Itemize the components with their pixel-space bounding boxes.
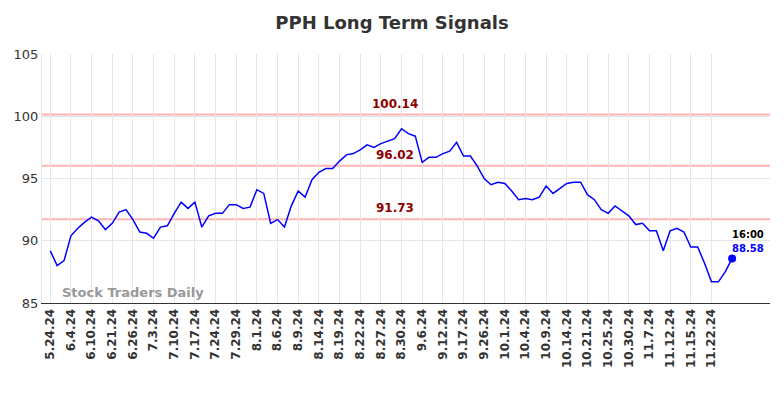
svg-text:5.24.24: 5.24.24: [43, 309, 57, 360]
svg-text:8.30.24: 8.30.24: [394, 309, 408, 360]
svg-text:88.58: 88.58: [732, 243, 764, 254]
svg-text:10.30.24: 10.30.24: [622, 309, 636, 368]
svg-text:9.17.24: 9.17.24: [456, 309, 470, 360]
svg-text:16:00: 16:00: [732, 229, 764, 240]
svg-text:11.22.24: 11.22.24: [704, 309, 718, 368]
svg-text:11.12.24: 11.12.24: [663, 309, 677, 368]
svg-text:8.6.24: 8.6.24: [270, 309, 284, 352]
svg-text:PPH Long Term Signals: PPH Long Term Signals: [275, 12, 508, 33]
svg-text:9.26.24: 9.26.24: [477, 309, 491, 360]
svg-text:105: 105: [14, 47, 39, 62]
svg-text:6.26.24: 6.26.24: [126, 309, 140, 360]
svg-text:10.1.24: 10.1.24: [498, 309, 512, 360]
svg-text:8.14.24: 8.14.24: [312, 309, 326, 360]
svg-text:10.21.24: 10.21.24: [580, 309, 594, 368]
svg-text:7.3.24: 7.3.24: [146, 309, 160, 352]
svg-text:95: 95: [22, 171, 39, 186]
svg-text:11.7.24: 11.7.24: [642, 309, 656, 360]
svg-text:Stock Traders Daily: Stock Traders Daily: [62, 285, 204, 300]
svg-text:6.10.24: 6.10.24: [84, 309, 98, 360]
svg-text:8.1.24: 8.1.24: [250, 309, 264, 352]
svg-text:8.9.24: 8.9.24: [291, 309, 305, 352]
svg-text:91.73: 91.73: [376, 201, 414, 215]
svg-text:100: 100: [14, 109, 39, 124]
svg-text:90: 90: [22, 233, 39, 248]
svg-text:10.4.24: 10.4.24: [518, 309, 532, 360]
svg-text:7.29.24: 7.29.24: [229, 309, 243, 360]
svg-text:10.14.24: 10.14.24: [560, 309, 574, 368]
svg-text:7.10.24: 7.10.24: [167, 309, 181, 360]
svg-text:7.24.24: 7.24.24: [208, 309, 222, 360]
svg-text:9.12.24: 9.12.24: [436, 309, 450, 360]
svg-text:8.19.24: 8.19.24: [332, 309, 346, 360]
svg-text:10.9.24: 10.9.24: [539, 309, 553, 360]
svg-text:6.21.24: 6.21.24: [105, 309, 119, 360]
svg-text:96.02: 96.02: [376, 148, 414, 162]
svg-text:9.6.24: 9.6.24: [415, 309, 429, 352]
svg-text:6.4.24: 6.4.24: [64, 309, 78, 352]
svg-text:11.15.24: 11.15.24: [684, 309, 698, 368]
svg-text:8.27.24: 8.27.24: [374, 309, 388, 360]
svg-text:7.17.24: 7.17.24: [188, 309, 202, 360]
svg-text:8.22.24: 8.22.24: [353, 309, 367, 360]
svg-text:100.14: 100.14: [372, 97, 418, 111]
svg-text:10.25.24: 10.25.24: [601, 309, 615, 368]
svg-text:85: 85: [22, 296, 39, 311]
